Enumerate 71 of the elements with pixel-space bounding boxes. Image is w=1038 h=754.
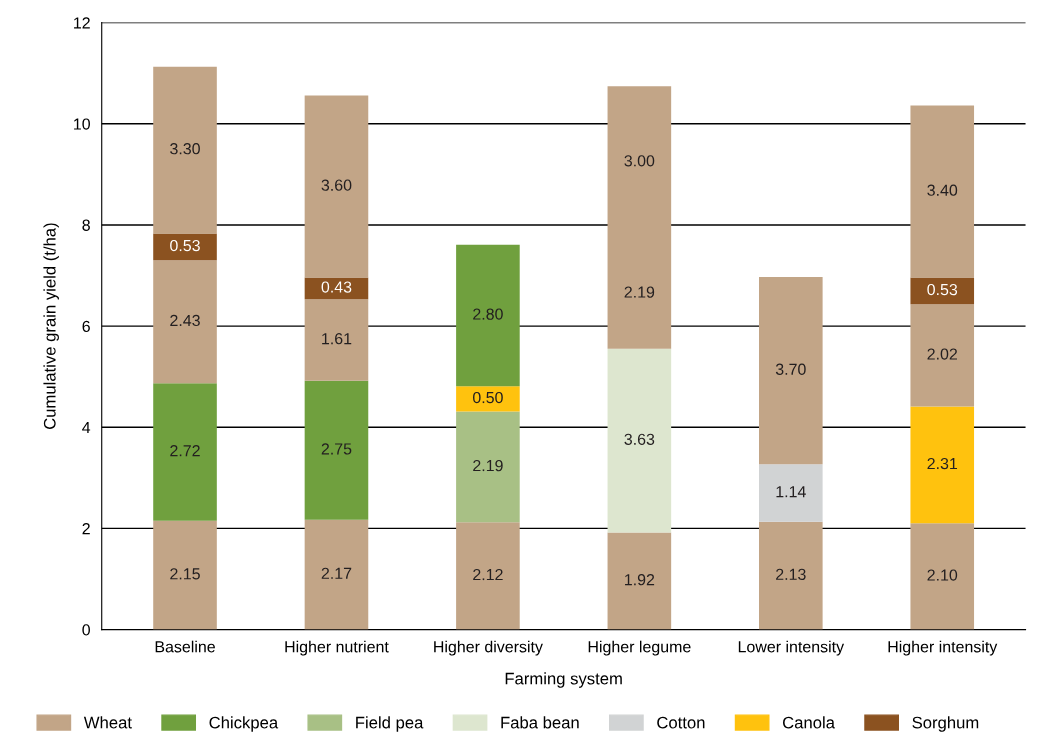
legend-label: Field pea <box>356 716 424 732</box>
data-label: 2.31 <box>927 457 958 470</box>
data-label: 2.12 <box>473 568 503 581</box>
data-label: 2.19 <box>473 459 503 472</box>
y-tick-label: 12 <box>74 17 90 29</box>
y-tick-label: 4 <box>82 422 91 434</box>
y-tick-label: 10 <box>74 118 90 130</box>
legend-label: Faba bean <box>501 716 579 729</box>
data-label: 3.60 <box>321 179 352 191</box>
data-label: 0.53 <box>170 239 200 252</box>
bar <box>153 66 217 234</box>
bar <box>456 244 520 387</box>
legend-label: Wheat <box>83 716 132 729</box>
data-label: 0.53 <box>927 283 958 296</box>
bar <box>759 277 823 465</box>
data-label: 3.00 <box>624 155 655 167</box>
bar <box>910 523 975 630</box>
y-axis-title: Cumulative grain yield (t/ha) <box>43 223 59 429</box>
data-label: 1.61 <box>322 332 352 345</box>
bar <box>607 348 672 533</box>
bar <box>456 411 520 523</box>
data-label: 3.40 <box>927 184 958 196</box>
bar <box>607 532 672 630</box>
y-tick-label: 8 <box>82 219 90 231</box>
x-tick-label: Higher legume <box>588 640 691 656</box>
bar <box>910 406 975 524</box>
data-label: 1.14 <box>776 486 806 498</box>
data-label: 2.80 <box>473 308 503 320</box>
y-tick-label: 2 <box>82 523 90 535</box>
x-tick-label: Higher intensity <box>888 640 998 656</box>
bar <box>304 299 369 381</box>
data-label: 3.70 <box>775 363 806 375</box>
bar <box>456 386 520 412</box>
data-label: 2.17 <box>321 567 352 579</box>
data-label: 2.43 <box>170 314 200 327</box>
y-tick-label: 0 <box>82 624 90 636</box>
data-label: 2.02 <box>927 348 957 360</box>
data-label: 1.92 <box>625 574 655 586</box>
bar <box>153 260 217 384</box>
data-label: 0.43 <box>321 281 352 293</box>
x-tick-label: Higher diversity <box>434 640 543 656</box>
legend-label: Chickpea <box>209 716 279 732</box>
data-label: 0.50 <box>472 391 503 404</box>
bar <box>153 383 217 521</box>
x-tick-label: Baseline <box>155 640 215 653</box>
data-label: 2.10 <box>927 569 958 581</box>
bar <box>304 519 369 630</box>
legend-label: Canola <box>783 716 835 729</box>
data-label: 2.75 <box>321 443 352 455</box>
bar <box>153 233 217 261</box>
legend-label: Cotton <box>657 716 705 729</box>
bar <box>910 304 975 407</box>
bar <box>759 521 823 630</box>
bar <box>456 522 520 630</box>
data-label: 2.72 <box>170 445 200 457</box>
bar <box>910 277 975 305</box>
data-label: 3.30 <box>170 143 200 155</box>
data-label: 3.63 <box>624 433 655 445</box>
bar <box>304 380 369 520</box>
x-axis-title: Farming system <box>505 672 622 688</box>
bar <box>304 95 369 278</box>
bar <box>910 105 975 278</box>
bar <box>759 464 823 522</box>
data-label: 2.19 <box>624 286 655 298</box>
data-label: 2.15 <box>170 568 200 580</box>
x-tick-label: Higher nutrient <box>285 640 389 656</box>
legend-label: Sorghum <box>912 716 979 732</box>
y-tick-label: 6 <box>82 320 90 333</box>
data-label: 2.13 <box>776 568 806 581</box>
x-tick-label: Lower intensity <box>738 640 845 656</box>
bar <box>153 520 217 630</box>
